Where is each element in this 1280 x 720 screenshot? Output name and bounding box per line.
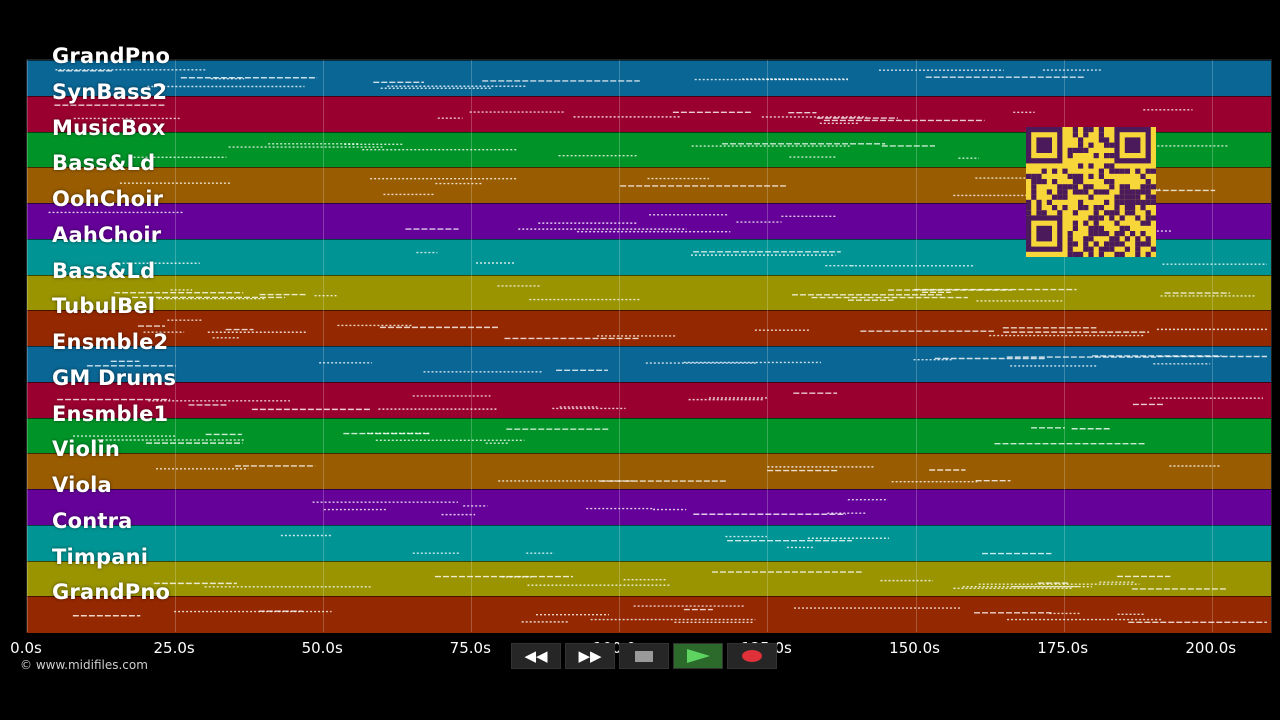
note-marks — [156, 465, 1222, 483]
record-icon — [742, 650, 762, 662]
copyright-credit: © www.midifiles.com — [20, 658, 148, 672]
track-label: Bass&Ld — [52, 258, 156, 283]
track-lane — [27, 453, 1271, 490]
note-marks — [72, 605, 1267, 624]
track-lane — [27, 417, 1271, 455]
time-tick-label: 50.0s — [301, 639, 343, 657]
track-lane — [27, 60, 1271, 97]
rewind-icon: ◀◀ — [524, 647, 548, 665]
qr-code — [1026, 127, 1156, 257]
time-gridline — [471, 60, 473, 632]
note-marks — [86, 355, 1267, 373]
track-label: Ensmble2 — [52, 330, 169, 354]
track-lane — [27, 346, 1271, 383]
time-tick-label: 25.0s — [153, 639, 195, 657]
track-label: GrandPno — [52, 580, 171, 605]
time-gridline — [619, 60, 621, 632]
track-label: Violin — [52, 437, 121, 462]
transport-controls: ◀◀ ▶▶ — [511, 643, 777, 669]
note-marks — [73, 426, 1146, 444]
track-label: MusicBox — [52, 115, 166, 140]
note-marks — [54, 104, 1193, 124]
time-tick-label: 175.0s — [1037, 639, 1089, 657]
note-marks — [122, 250, 1267, 267]
note-marks — [312, 498, 888, 516]
track-label: GrandPno — [52, 44, 171, 68]
play-button[interactable] — [673, 643, 723, 669]
fast-forward-button[interactable]: ▶▶ — [565, 643, 615, 669]
track-lane — [27, 381, 1271, 419]
note-marks — [114, 284, 1255, 302]
time-tick-label: 200.0s — [1185, 639, 1237, 657]
track-label: OohChoir — [52, 187, 164, 211]
time-gridline — [27, 60, 28, 632]
track-lane — [27, 524, 1271, 562]
time-gridline — [1063, 60, 1065, 632]
note-marks — [280, 534, 1052, 554]
track-label: Timpani — [52, 544, 149, 569]
time-tick-label: 75.0s — [449, 639, 491, 657]
play-icon — [687, 649, 710, 663]
note-marks — [133, 142, 1229, 159]
track-label: AahChoir — [52, 222, 162, 247]
time-gridline — [175, 60, 177, 632]
track-label: GM Drums — [52, 365, 177, 390]
record-button[interactable] — [727, 643, 777, 669]
time-gridline — [1211, 60, 1213, 632]
time-gridline — [767, 60, 769, 632]
track-lane — [27, 274, 1271, 312]
rewind-button[interactable]: ◀◀ — [511, 643, 561, 669]
track-lane — [27, 310, 1271, 347]
note-marks — [137, 319, 1267, 340]
time-tick-label: 0.0s — [10, 639, 42, 657]
stop-icon — [635, 650, 653, 662]
note-marks — [48, 211, 1173, 233]
note-marks — [55, 69, 1101, 89]
time-gridline — [915, 60, 917, 632]
track-lane — [27, 596, 1271, 633]
track-label: TubulBel — [52, 294, 156, 319]
track-label: Ensmble1 — [52, 401, 169, 426]
time-tick-label: 150.0s — [889, 639, 940, 657]
fast-forward-icon: ▶▶ — [578, 647, 602, 665]
time-gridline — [323, 60, 325, 632]
track-lane — [27, 489, 1271, 526]
track-lane — [27, 560, 1271, 598]
track-lane — [27, 95, 1271, 133]
qr-code-graphic — [1026, 127, 1156, 257]
stop-button[interactable] — [619, 643, 669, 669]
note-marks — [57, 392, 1263, 410]
track-label: Viola — [52, 473, 112, 497]
track-label: SynBass2 — [52, 79, 168, 104]
track-label: Contra — [52, 508, 133, 533]
track-label: Bass&Ld — [52, 151, 156, 176]
note-marks — [153, 570, 1228, 590]
